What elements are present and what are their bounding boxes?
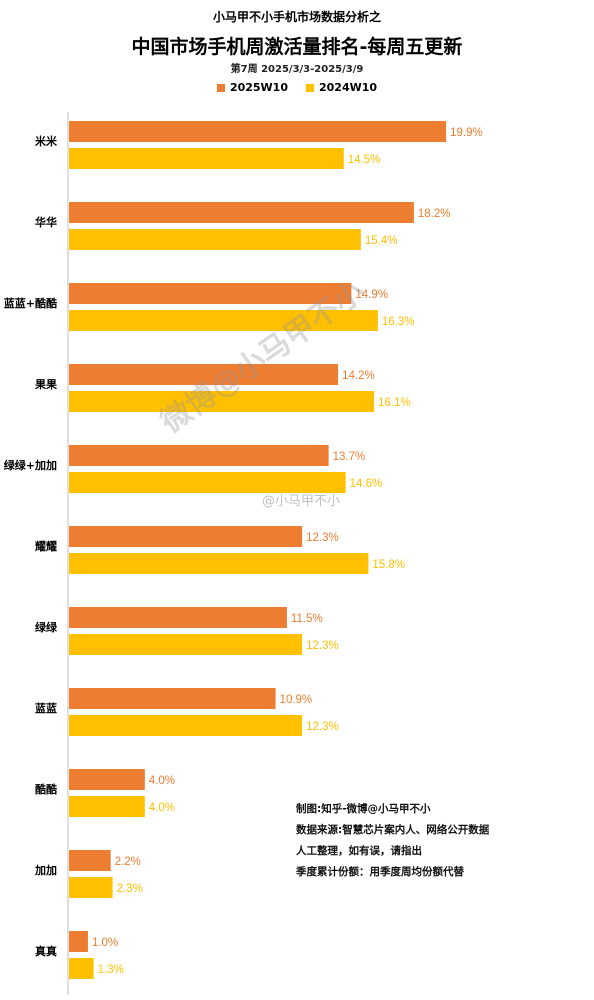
bar-2024 [69, 148, 344, 169]
category-label: 华华 [35, 215, 57, 229]
legend-item-2024: 2024W10 [306, 81, 377, 94]
data-label-2024: 15.4% [365, 235, 398, 247]
category-label: 真真 [35, 944, 57, 958]
data-label-2024: 2.3% [117, 883, 143, 895]
note-line-3: 人工整理，如有误，请指出 [296, 845, 422, 857]
data-label-2024: 12.3% [306, 640, 339, 652]
chart-suptitle: 小马甲不小手机市场数据分析之 [212, 10, 381, 24]
legend-swatch-2024 [306, 83, 314, 92]
data-label-2024: 12.3% [306, 721, 339, 733]
category-label: 蓝蓝 [35, 701, 57, 715]
chart-title: 中国市场手机周激活量排名-每周五更新 [131, 36, 463, 58]
data-label-2025: 4.0% [149, 775, 175, 787]
category-label: 绿绿+加加 [4, 458, 57, 472]
category-label: 加加 [34, 863, 57, 877]
category-label: 耀耀 [35, 539, 57, 553]
data-label-2025: 14.9% [355, 289, 388, 301]
bar-2024 [69, 877, 113, 898]
category-label: 果果 [34, 378, 57, 391]
data-label-2024: 14.6% [350, 478, 383, 490]
data-label-2025: 1.0% [92, 937, 118, 949]
data-label-2024: 14.5% [348, 154, 381, 166]
legend-label-2025: 2025W10 [229, 81, 288, 94]
bar-2025 [69, 526, 303, 547]
bar-2024 [69, 715, 303, 736]
category-label: 酷酷 [35, 782, 57, 796]
bar-2024 [69, 958, 94, 979]
bar-2024 [69, 229, 361, 250]
chart-subtitle: 第7周 2025/3/3-2025/3/9 [230, 64, 364, 75]
bar-2025 [69, 688, 276, 709]
data-label-2024: 1.3% [98, 964, 124, 976]
data-label-2025: 2.2% [115, 856, 141, 868]
data-label-2025: 10.9% [280, 694, 313, 706]
data-label-2024: 15.8% [372, 559, 405, 571]
bar-2024 [69, 391, 375, 412]
legend-swatch-2025 [216, 83, 225, 92]
bar-2025 [69, 364, 339, 385]
legend-label-2024: 2024W10 [319, 81, 378, 94]
bar-2024 [69, 472, 346, 493]
legend-item-2025: 2025W10 [216, 81, 288, 94]
legend: 2025W10 2024W10 [0, 81, 594, 94]
data-label-2025: 14.2% [342, 370, 375, 382]
bar-2025 [69, 202, 414, 223]
data-label-2025: 11.5% [291, 613, 323, 625]
data-label-2025: 19.9% [450, 127, 483, 139]
bar-2025 [69, 607, 287, 628]
category-label: 绿绿 [35, 620, 58, 634]
bar-2025 [69, 769, 145, 790]
bar-2024 [69, 553, 369, 574]
bar-2025 [69, 931, 88, 952]
data-label-2024: 16.3% [382, 316, 415, 328]
bar-2024 [69, 796, 145, 817]
data-label-2025: 18.2% [418, 208, 451, 220]
bar-2025 [69, 283, 352, 304]
bar-2024 [69, 310, 378, 331]
source-notes: 制图:知乎-微博@小马甲不小 数据来源:智慧芯片案内人、网络公开数据 人工整理，… [296, 799, 489, 883]
data-label-2025: 13.7% [333, 451, 366, 463]
data-label-2024: 16.1% [378, 397, 411, 409]
bar-2025 [69, 850, 111, 871]
category-label: 米米 [34, 134, 58, 148]
note-line-2: 数据来源:智慧芯片案内人、网络公开数据 [296, 824, 490, 836]
bar-2025 [69, 445, 329, 466]
note-line-4: 季度累计份额：用季度周均份额代替 [296, 866, 464, 878]
note-line-1: 制图:知乎-微博@小马甲不小 [296, 803, 431, 815]
bar-2025 [69, 121, 447, 142]
category-label: 蓝蓝+酷酷 [4, 296, 57, 310]
bar-2024 [69, 634, 303, 655]
data-label-2025: 12.3% [306, 532, 339, 544]
data-label-2024: 4.0% [149, 802, 175, 814]
